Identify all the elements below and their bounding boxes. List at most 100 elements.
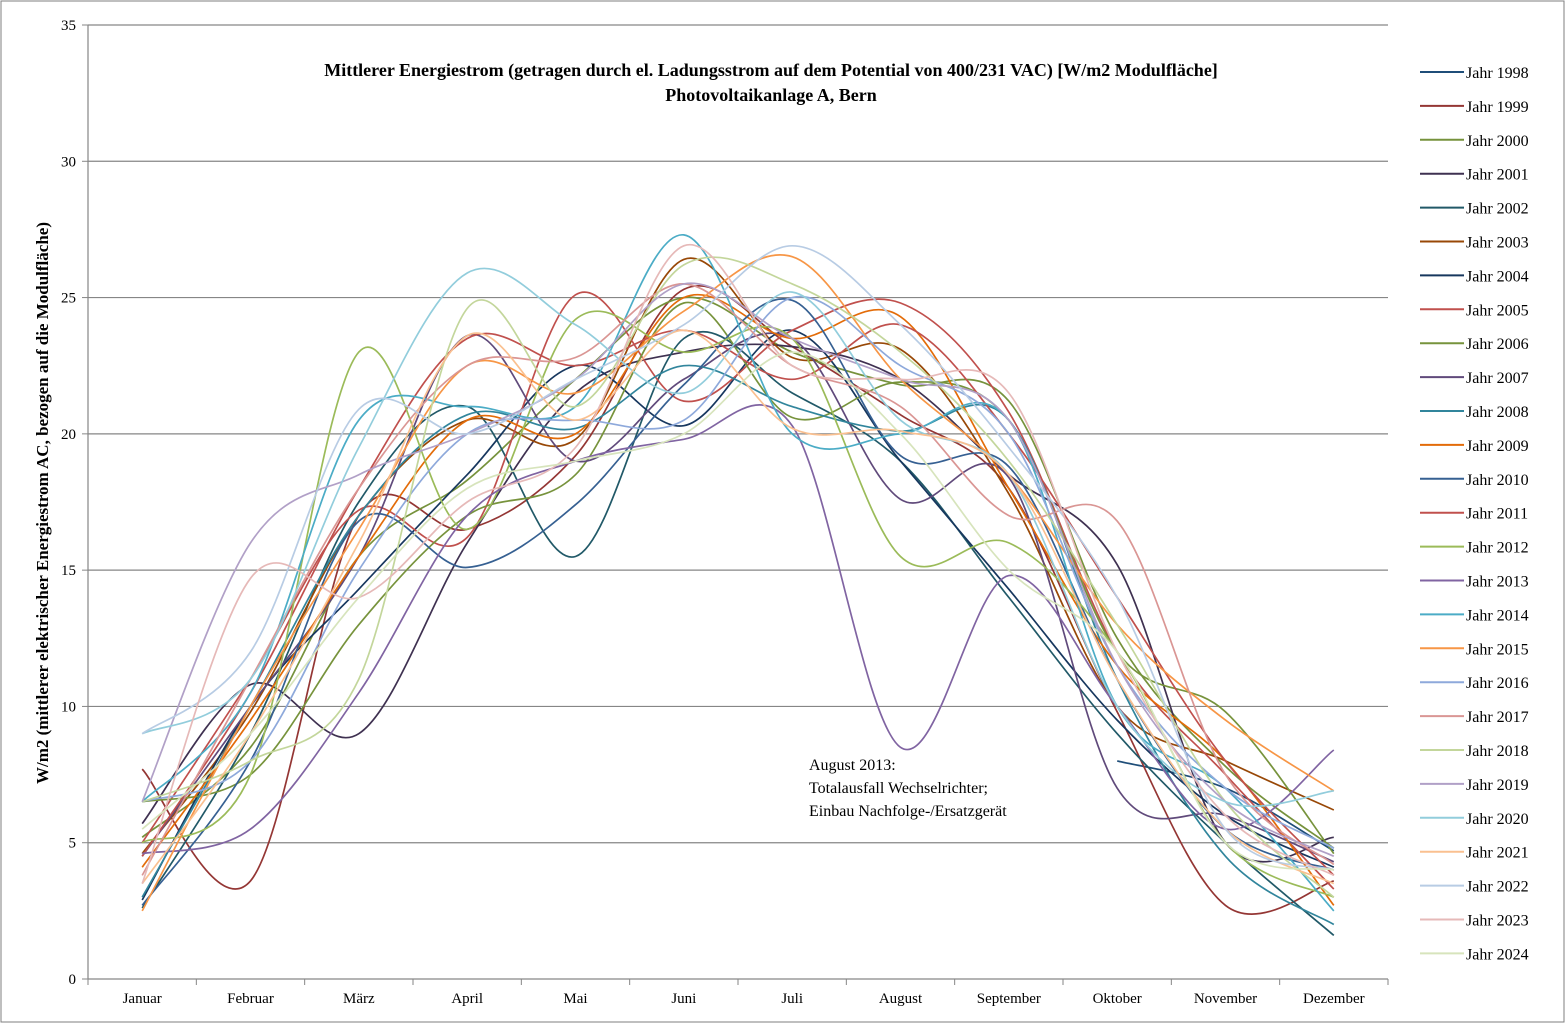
legend: Jahr 1998 Jahr 1999 Jahr 2000 Jahr 2001 Jahr… — [1420, 65, 1529, 963]
legend-label: Jahr 2019 — [1466, 777, 1529, 794]
x-tick-label: Oktober — [1093, 991, 1142, 1007]
x-tick-label: Mai — [563, 991, 587, 1007]
series-line-jahr-2013 — [142, 404, 1335, 855]
legend-item: Jahr 2022 — [1420, 879, 1529, 896]
legend-label: Jahr 2023 — [1466, 913, 1529, 930]
series-line-jahr-2021 — [141, 329, 1335, 885]
legend-label: Jahr 2008 — [1466, 404, 1529, 421]
y-tick-label: 20 — [61, 427, 76, 443]
series-line-jahr-2018 — [141, 256, 1335, 898]
legend-item: Jahr 2023 — [1420, 913, 1529, 930]
legend-label: Jahr 2000 — [1466, 133, 1529, 150]
y-tick-label: 15 — [61, 563, 76, 579]
legend-item: Jahr 2019 — [1420, 777, 1529, 794]
y-tick-label: 30 — [61, 154, 76, 170]
y-tick-label: 35 — [61, 18, 76, 34]
annotation-line: Einbau Nachfolge-/Ersatzgerät — [809, 803, 1007, 820]
series-line-jahr-2006 — [141, 301, 1335, 855]
legend-item: Jahr 2013 — [1420, 574, 1529, 591]
x-tick-label: Juli — [781, 991, 803, 1007]
legend-item: Jahr 2024 — [1420, 946, 1529, 963]
y-axis-label: W/m2 (mittlerer elektrischer Energiestro… — [33, 222, 52, 784]
legend-item: Jahr 2003 — [1420, 235, 1529, 252]
legend-item: Jahr 2020 — [1420, 811, 1529, 828]
legend-label: Jahr 2001 — [1466, 167, 1529, 184]
x-tick-label: August — [879, 991, 923, 1007]
legend-item: Jahr 1999 — [1420, 99, 1529, 116]
y-tick-label: 10 — [61, 699, 76, 715]
legend-label: Jahr 2011 — [1466, 506, 1528, 523]
x-tick-label: Januar — [123, 991, 162, 1007]
legend-label: Jahr 2005 — [1466, 302, 1529, 319]
legend-label: Jahr 2014 — [1466, 607, 1529, 624]
legend-item: Jahr 2016 — [1420, 675, 1529, 692]
legend-label: Jahr 2004 — [1466, 268, 1529, 285]
series-line-jahr-2009 — [141, 294, 1335, 906]
legend-label: Jahr 2016 — [1466, 675, 1529, 692]
legend-label: Jahr 2012 — [1466, 540, 1529, 557]
legend-label: Jahr 2017 — [1466, 709, 1529, 726]
legend-label: Jahr 2003 — [1466, 235, 1529, 252]
legend-item: Jahr 2015 — [1420, 641, 1529, 658]
legend-item: Jahr 2005 — [1420, 302, 1529, 319]
legend-label: Jahr 2022 — [1466, 879, 1529, 896]
legend-item: Jahr 2011 — [1420, 506, 1528, 523]
y-tick-label: 0 — [69, 972, 77, 988]
series-line-jahr-2007 — [141, 332, 1335, 863]
annotation-line: Totalausfall Wechselrichter; — [809, 780, 988, 797]
legend-label: Jahr 2015 — [1466, 641, 1529, 658]
series-line-jahr-2022 — [141, 244, 1335, 871]
x-tick-label: September — [977, 991, 1041, 1007]
series-line-jahr-2008 — [141, 364, 1335, 926]
x-tick-label: November — [1194, 991, 1257, 1007]
x-tick-label: Juni — [671, 991, 696, 1007]
x-tick-label: April — [451, 991, 483, 1007]
legend-label: Jahr 2018 — [1466, 743, 1529, 760]
x-tick-label: Dezember — [1303, 991, 1365, 1007]
x-tick-label: März — [343, 991, 375, 1007]
series-line-jahr-2017 — [141, 283, 1335, 876]
legend-label: Jahr 2024 — [1466, 946, 1529, 963]
legend-item: Jahr 1998 — [1420, 65, 1529, 82]
legend-label: Jahr 1999 — [1466, 99, 1529, 116]
y-tick-label: 25 — [61, 291, 76, 307]
legend-label: Jahr 1998 — [1466, 65, 1529, 82]
legend-item: Jahr 2018 — [1420, 743, 1529, 760]
legend-label: Jahr 2010 — [1466, 472, 1529, 489]
axes: 0 5 10 15 20 25 30 35 Januar Februar März April Mai J… — [61, 18, 1389, 1007]
legend-item: Jahr 2000 — [1420, 133, 1529, 150]
legend-item: Jahr 2021 — [1420, 845, 1529, 862]
annotation-august-2013: August 2013: Totalausfall Wechselrichter;… — [809, 757, 1007, 820]
legend-item: Jahr 2002 — [1420, 201, 1529, 218]
series-line-jahr-2020 — [141, 267, 1334, 808]
series-line-jahr-2002 — [141, 330, 1335, 937]
legend-item: Jahr 2009 — [1420, 438, 1529, 455]
legend-item: Jahr 2006 — [1420, 336, 1529, 353]
legend-label: Jahr 2006 — [1466, 336, 1529, 353]
y-tick-label: 5 — [69, 836, 77, 852]
legend-item: Jahr 2007 — [1420, 370, 1529, 387]
legend-label: Jahr 2002 — [1466, 201, 1529, 218]
series-line-jahr-2024 — [141, 351, 1335, 871]
legend-label: Jahr 2009 — [1466, 438, 1529, 455]
legend-item: Jahr 2014 — [1420, 607, 1529, 624]
series-group — [141, 234, 1335, 937]
legend-label: Jahr 2007 — [1466, 370, 1529, 387]
chart-subtitle: Photovoltaikanlage A, Bern — [665, 85, 877, 105]
annotation-line: August 2013: — [809, 757, 896, 774]
legend-label: Jahr 2020 — [1466, 811, 1529, 828]
series-line-jahr-2001 — [141, 343, 1334, 863]
legend-item: Jahr 2004 — [1420, 268, 1529, 285]
legend-item: Jahr 2012 — [1420, 540, 1529, 557]
legend-label: Jahr 2021 — [1466, 845, 1529, 862]
legend-item: Jahr 2008 — [1420, 404, 1529, 421]
x-tick-label: Februar — [227, 991, 274, 1007]
chart-title: Mittlerer Energiestrom (getragen durch e… — [324, 60, 1218, 81]
legend-item: Jahr 2017 — [1420, 709, 1529, 726]
legend-label: Jahr 2013 — [1466, 574, 1529, 591]
legend-item: Jahr 2010 — [1420, 472, 1529, 489]
legend-item: Jahr 2001 — [1420, 167, 1529, 184]
